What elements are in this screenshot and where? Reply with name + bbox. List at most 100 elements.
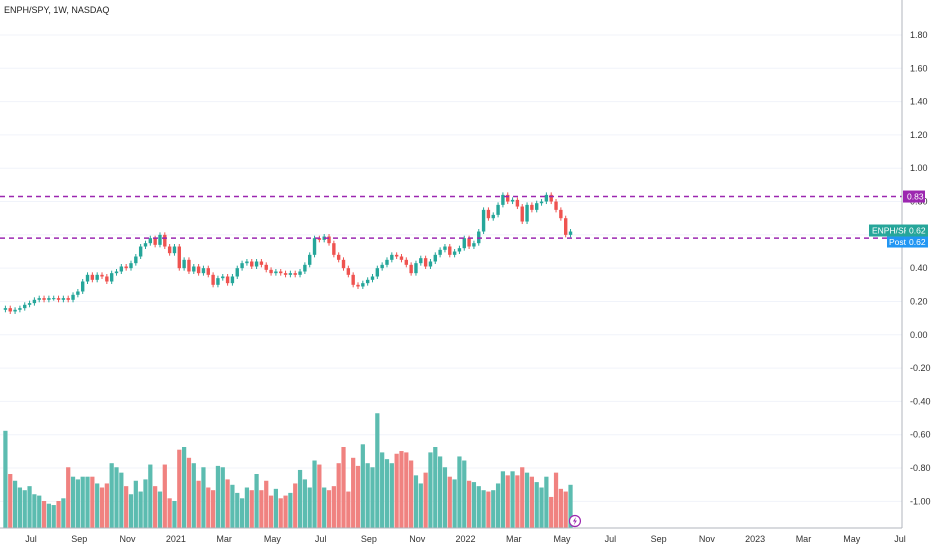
volume-bar [293,483,298,528]
candle-body [148,238,153,244]
volume-bar [119,472,124,528]
volume-bar [520,467,525,528]
time-tick-label: Jul [894,534,906,544]
volume-bar [259,490,264,528]
candle-body [61,298,66,300]
candle-body [428,261,433,267]
post-label: Post [889,237,907,247]
volume-bar [331,486,336,528]
volume-bar [302,479,307,528]
candle-body [457,248,462,252]
candle-body [153,238,157,245]
candle-body [18,308,22,310]
time-tick-label: May [554,534,572,544]
candle-body [8,308,12,312]
price-axis[interactable]: 1.801.601.401.201.000.800.600.400.200.00… [910,30,931,506]
candle-body [250,261,254,267]
volume-bar [51,505,56,528]
volume-bar [278,498,283,528]
volume-bar [128,494,134,528]
candles [3,192,573,314]
volume-bar [365,463,370,528]
volume-bar [249,490,254,528]
chart-title: ENPH/SPY, 1W, NASDAQ [4,5,109,15]
volume-bar [143,479,148,528]
volume-bar [563,491,568,528]
candle-body [336,254,341,260]
volume-bar [41,501,47,528]
horizontal-levels[interactable] [0,195,902,239]
volume-bar [534,482,539,528]
candle-body [341,259,346,269]
volume-bar [466,480,472,528]
time-tick-label: Nov [699,534,716,544]
candle-body [167,246,172,254]
candle-body [105,276,109,282]
candle-body [303,264,307,272]
candle-body [520,206,524,222]
volume-bar [114,467,119,528]
volume-bar [351,457,356,528]
volume-bar [384,459,390,528]
volume-bar [235,492,240,528]
volume-bar [457,456,462,528]
candle-body [56,298,61,300]
candle-body [143,243,148,247]
candle-body [71,294,75,300]
candle-body [380,264,384,269]
time-tick-label: 2022 [455,534,475,544]
candle-body [491,214,495,219]
volume-bar [380,452,385,528]
post-value-bg [906,236,928,248]
volume-bar [109,463,114,528]
volume-bar [225,479,230,528]
volume-bar [370,467,375,528]
volume-bar [312,460,317,528]
candle-body [216,278,220,285]
volume-bar [186,457,192,528]
candle-body [32,299,37,304]
volume-bar [568,484,573,528]
price-tick-label: -0.20 [910,363,931,373]
ticker-label: ENPH/SPY [872,226,915,236]
ticker-label-bg [869,224,906,237]
candle-body [119,266,124,272]
time-tick-label: May [264,534,282,544]
volume-bar [389,463,394,528]
candle-body [404,259,409,265]
volume-bar [283,495,288,528]
candle-body [409,264,413,274]
candle-body [52,298,56,300]
time-axis[interactable]: Jul Sep Nov 2021 Mar May Jul Sep Nov 2022 Mar May Ju… [25,534,906,544]
candle-body [361,283,365,287]
price-tick-label: 1.80 [910,30,928,40]
volume-bar [191,463,196,528]
candle-body [525,204,529,222]
volume-bar [37,495,42,528]
price-tick-label: 1.60 [910,63,928,73]
volume-bar [375,413,380,528]
time-tick-label: Jul [25,534,37,544]
volume-bar [462,460,467,528]
post-label-bg [887,236,906,248]
volume-bar [230,484,235,528]
volume-bar [201,467,206,528]
lightning-icon[interactable] [568,514,582,528]
level-label-bg [903,190,925,203]
volume-bar [61,498,66,528]
candle-body [269,269,273,274]
volume-bar [138,491,143,528]
volume-bar [210,490,216,528]
candle-body [13,309,17,312]
candle-body [515,199,520,207]
volume-bar [355,465,361,528]
volume-bar [452,479,457,528]
volume-bar [495,483,501,528]
volume-bar [481,490,486,528]
candle-body [240,263,244,269]
volume-bar [244,487,250,528]
volume-bar [476,486,481,528]
volume-bar [177,449,182,528]
